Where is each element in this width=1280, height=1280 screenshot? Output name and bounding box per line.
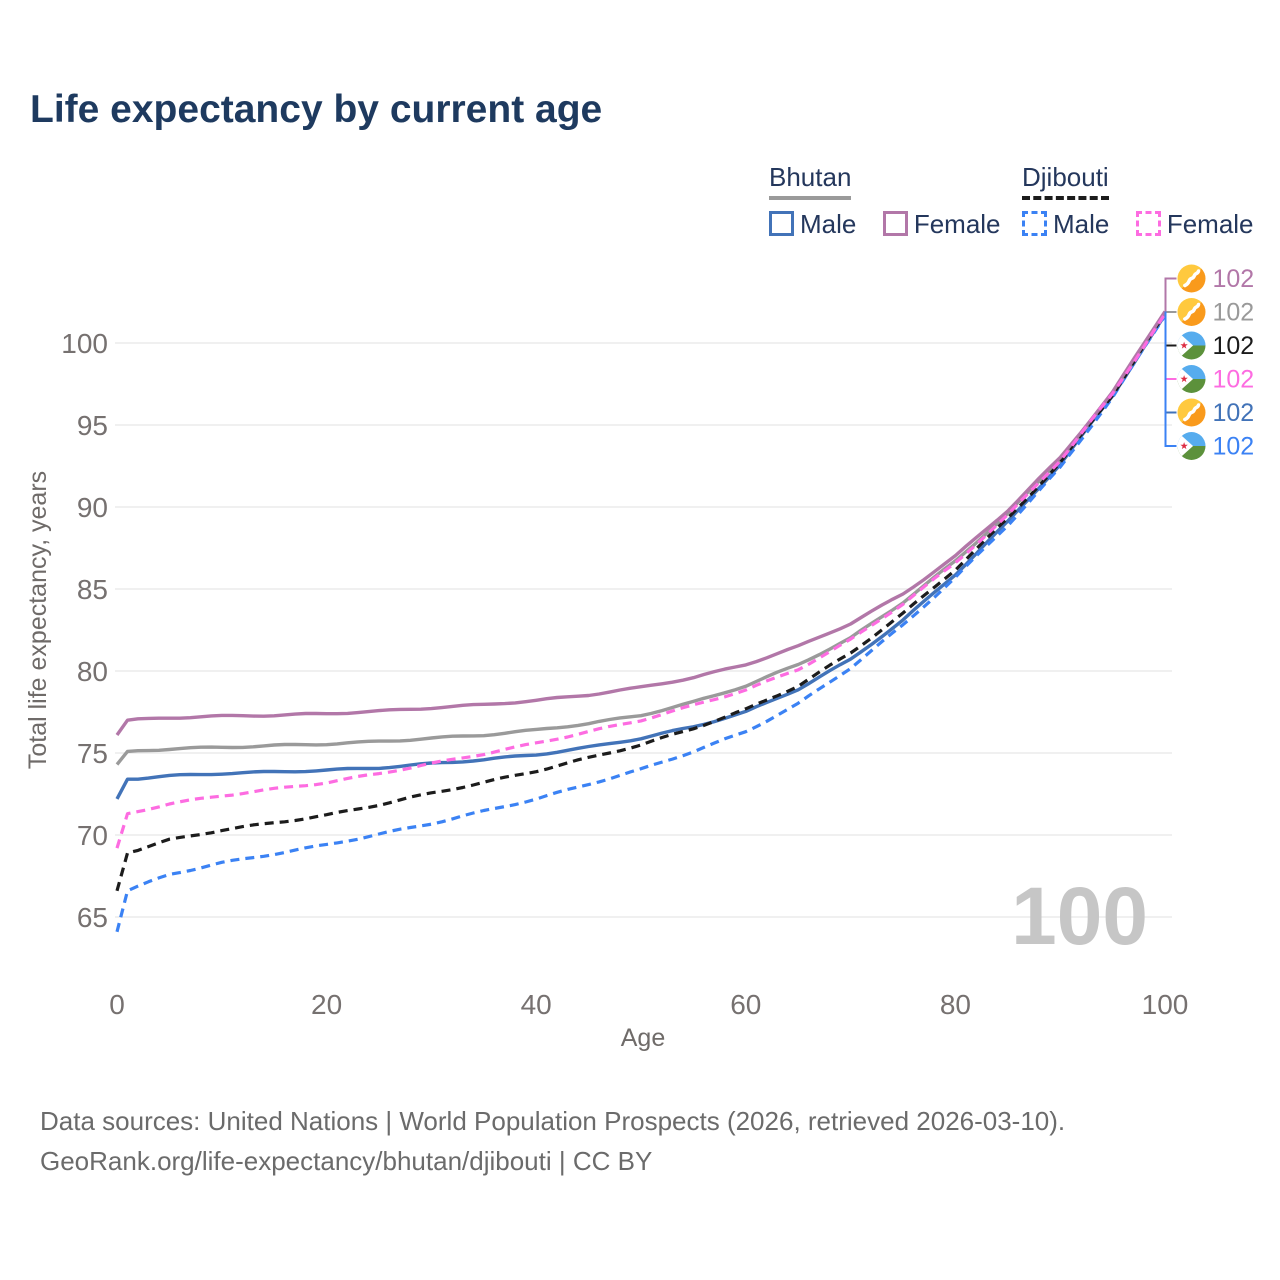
endpoint-value-bhutan: 102 [1213, 299, 1255, 327]
legend-item-bhutan-female[interactable]: Female [882, 209, 1001, 239]
series-line-djibouti-male[interactable] [115, 314, 1167, 933]
bhutan-flag-icon [1178, 265, 1206, 293]
x-tick-label: 80 [940, 989, 971, 1020]
endpoint-callouts: 102 102 102 102 102 102 [1164, 265, 1255, 461]
y-tick-label: 100 [61, 328, 108, 359]
djibouti-flag-icon [1178, 365, 1206, 393]
x-tick-label: 60 [730, 989, 761, 1020]
legend-group-bhutan: Bhutan Male Female [769, 162, 1023, 240]
x-axis-title: Age [621, 1024, 665, 1052]
legend-label-bhutan-male: Male [800, 209, 857, 239]
endpoint-value-bhutan-female: 102 [1213, 265, 1255, 293]
legend-item-djibouti-female[interactable]: Female [1135, 209, 1254, 239]
x-tick-label: 40 [521, 989, 552, 1020]
legend-label-djibouti-male: Male [1053, 209, 1110, 239]
endpoint-value-djibouti-female: 102 [1213, 366, 1255, 394]
y-tick-label: 75 [77, 738, 108, 769]
djibouti-flag-icon [1178, 332, 1206, 360]
legend-group-djibouti: Djibouti Male Female [1022, 162, 1276, 240]
y-tick-label: 95 [77, 410, 108, 441]
series-line-bhutan[interactable] [115, 311, 1167, 766]
y-tick-label: 80 [77, 656, 108, 687]
y-tick-label: 70 [77, 820, 108, 851]
legend-group-title-bhutan[interactable]: Bhutan [769, 162, 852, 200]
legend-swatch-djibouti-male [1022, 211, 1047, 236]
gridlines: 65 70 75 80 85 90 95 100 0 20 40 60 80 100 [61, 328, 1188, 1020]
data-sources-text: Data sources: United Nations | World Pop… [40, 1106, 1066, 1136]
legend-item-bhutan-male[interactable]: Male [769, 209, 856, 239]
series-line-djibouti[interactable] [115, 312, 1167, 892]
endpoint-connector-bhutan [1164, 311, 1177, 313]
series-lines [115, 310, 1167, 933]
endpoint-connector-djibouti [1164, 311, 1177, 347]
x-tick-label: 20 [311, 989, 342, 1020]
endpoint-value-bhutan-male: 102 [1213, 399, 1255, 427]
y-tick-label: 90 [77, 492, 108, 523]
legend-swatch-bhutan-male [769, 211, 794, 236]
endpoint-connector-bhutan-male [1164, 311, 1177, 414]
y-tick-label: 65 [77, 902, 108, 933]
bhutan-flag-icon [1178, 298, 1206, 326]
legend-label-bhutan-female: Female [913, 209, 1001, 239]
series-line-bhutan-female[interactable] [115, 310, 1167, 736]
legend-swatch-djibouti-female [1135, 211, 1161, 236]
endpoint-connector-djibouti-male [1164, 311, 1177, 447]
legend-label-djibouti-female: Female [1166, 209, 1254, 239]
series-line-bhutan-male[interactable] [115, 313, 1167, 800]
series-line-djibouti-female[interactable] [115, 313, 1167, 849]
age-counter-watermark: 100 [1011, 871, 1148, 962]
x-tick-label: 0 [109, 989, 125, 1020]
legend-group-title-djibouti[interactable]: Djibouti [1022, 162, 1109, 200]
legend-item-djibouti-male[interactable]: Male [1022, 209, 1109, 239]
endpoint-connector-bhutan-female [1164, 277, 1177, 312]
legend-swatch-bhutan-female [882, 211, 908, 236]
endpoint-value-djibouti: 102 [1213, 332, 1255, 360]
endpoint-value-djibouti-male: 102 [1213, 433, 1255, 461]
y-axis-title: Total life expectancy, years [24, 471, 52, 769]
y-tick-label: 85 [77, 574, 108, 605]
bhutan-flag-icon [1178, 399, 1206, 427]
x-tick-label: 100 [1142, 989, 1189, 1020]
attribution-text: GeoRank.org/life-expectancy/bhutan/djibo… [40, 1146, 653, 1176]
chart-title: Life expectancy by current age [30, 88, 603, 131]
djibouti-flag-icon [1178, 432, 1206, 460]
